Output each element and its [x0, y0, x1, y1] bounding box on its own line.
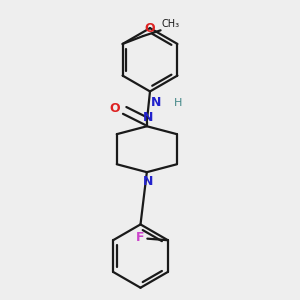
Text: CH₃: CH₃	[161, 20, 180, 29]
Text: N: N	[143, 175, 154, 188]
Text: H: H	[174, 98, 182, 108]
Text: N: N	[151, 96, 161, 109]
Text: F: F	[136, 231, 145, 244]
Text: N: N	[143, 111, 154, 124]
Text: O: O	[144, 22, 155, 35]
Text: O: O	[109, 102, 120, 115]
